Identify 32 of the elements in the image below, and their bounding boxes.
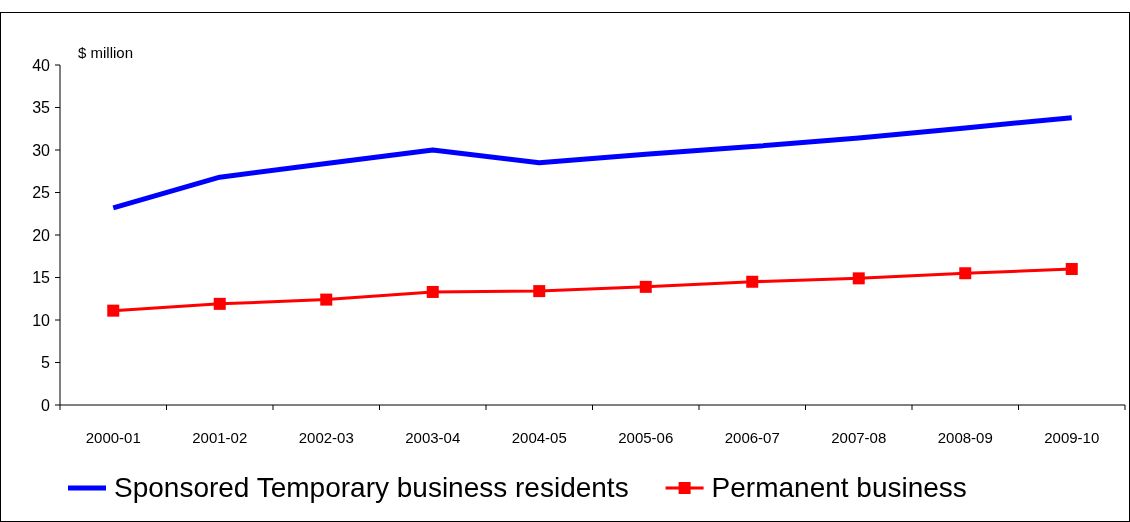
- x-tick-label: 2003-04: [405, 429, 461, 446]
- x-tick-label: 2006-07: [724, 429, 780, 446]
- y-tick-label: 35: [32, 99, 51, 117]
- y-tick-label: 5: [41, 354, 51, 372]
- y-tick-label: 0: [41, 396, 51, 414]
- x-tick-label: 2005-06: [618, 429, 674, 446]
- point: [639, 280, 652, 293]
- point: [320, 293, 333, 306]
- point: [213, 297, 226, 310]
- point: [959, 267, 972, 280]
- legend-label: Permanent business: [711, 472, 967, 503]
- point: [426, 285, 439, 298]
- x-tick-label: 2002-03: [298, 429, 354, 446]
- x-tick-label: 2009-10: [1044, 429, 1100, 446]
- point: [107, 304, 120, 317]
- y-axis-title: $ million: [78, 44, 134, 61]
- point: [852, 272, 865, 285]
- point: [746, 275, 759, 288]
- legend-label: Sponsored Temporary business residents: [114, 472, 629, 503]
- x-tick-label: 2004-05: [511, 429, 567, 446]
- y-tick-label: 15: [32, 269, 51, 287]
- x-tick-label: 2008-09: [937, 429, 993, 446]
- point: [533, 285, 546, 298]
- y-tick-label: 30: [32, 141, 51, 159]
- x-tick-label: 2000-01: [85, 429, 141, 446]
- x-tick-label: 2001-02: [192, 429, 248, 446]
- y-tick-label: 25: [32, 184, 51, 202]
- y-tick-label: 20: [32, 226, 51, 244]
- y-tick-label: 10: [32, 311, 51, 329]
- x-tick-label: 2007-08: [831, 429, 887, 446]
- point: [1065, 263, 1078, 275]
- y-tick-label: 40: [32, 56, 51, 74]
